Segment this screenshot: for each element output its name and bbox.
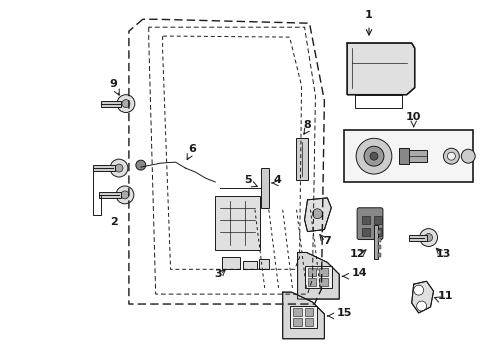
Circle shape	[117, 95, 135, 113]
Circle shape	[355, 138, 391, 174]
Polygon shape	[304, 198, 331, 231]
Bar	[292, 318, 301, 326]
Bar	[344, 130, 472, 182]
Bar	[361, 216, 369, 224]
Circle shape	[424, 234, 432, 242]
Circle shape	[136, 160, 145, 170]
Circle shape	[413, 285, 423, 295]
Bar	[289, 306, 317, 328]
Bar	[292, 308, 301, 316]
Circle shape	[416, 301, 426, 311]
Circle shape	[110, 159, 128, 177]
Bar	[408, 150, 426, 162]
Bar	[307, 278, 316, 286]
Bar	[373, 225, 377, 260]
Bar	[258, 260, 268, 269]
Circle shape	[447, 152, 454, 160]
Text: 12: 12	[348, 249, 364, 260]
Text: 9: 9	[109, 79, 117, 89]
Bar	[99, 192, 121, 198]
Circle shape	[121, 191, 129, 199]
Text: 5: 5	[244, 175, 251, 185]
Circle shape	[443, 148, 458, 164]
Bar	[377, 230, 380, 234]
Text: 11: 11	[437, 291, 452, 301]
Bar	[295, 138, 307, 180]
Text: 15: 15	[336, 308, 351, 318]
Circle shape	[122, 100, 130, 108]
Circle shape	[115, 164, 122, 172]
Bar	[304, 318, 313, 326]
Bar	[243, 261, 256, 269]
Bar	[373, 216, 381, 224]
Text: 8: 8	[303, 120, 311, 130]
Text: 4: 4	[273, 175, 281, 185]
Bar	[307, 268, 316, 276]
Polygon shape	[411, 281, 433, 313]
Bar	[398, 148, 408, 164]
Bar	[377, 238, 380, 242]
Circle shape	[312, 209, 322, 219]
Bar	[408, 235, 426, 240]
Bar	[101, 100, 121, 107]
FancyBboxPatch shape	[356, 208, 382, 239]
Bar	[319, 268, 327, 276]
Polygon shape	[297, 252, 339, 299]
Text: 3: 3	[214, 269, 222, 279]
Bar	[361, 228, 369, 235]
Text: 13: 13	[435, 249, 450, 260]
Text: 10: 10	[405, 112, 421, 122]
Polygon shape	[346, 43, 414, 95]
Polygon shape	[282, 292, 324, 339]
Circle shape	[460, 149, 474, 163]
Text: 2: 2	[110, 217, 118, 227]
Bar	[304, 308, 313, 316]
Bar	[373, 228, 381, 235]
Circle shape	[364, 146, 383, 166]
Bar	[93, 165, 115, 171]
Text: 1: 1	[365, 10, 372, 20]
Circle shape	[419, 229, 437, 247]
Bar	[222, 257, 240, 269]
Bar	[319, 278, 327, 286]
Bar	[304, 266, 332, 288]
Bar	[377, 253, 380, 257]
Circle shape	[116, 186, 134, 204]
Bar	[260, 168, 268, 208]
Bar	[215, 196, 259, 251]
Circle shape	[369, 152, 377, 160]
Text: 14: 14	[350, 268, 366, 278]
Bar	[377, 246, 380, 249]
Text: 6: 6	[188, 144, 196, 154]
Text: 7: 7	[323, 237, 330, 247]
